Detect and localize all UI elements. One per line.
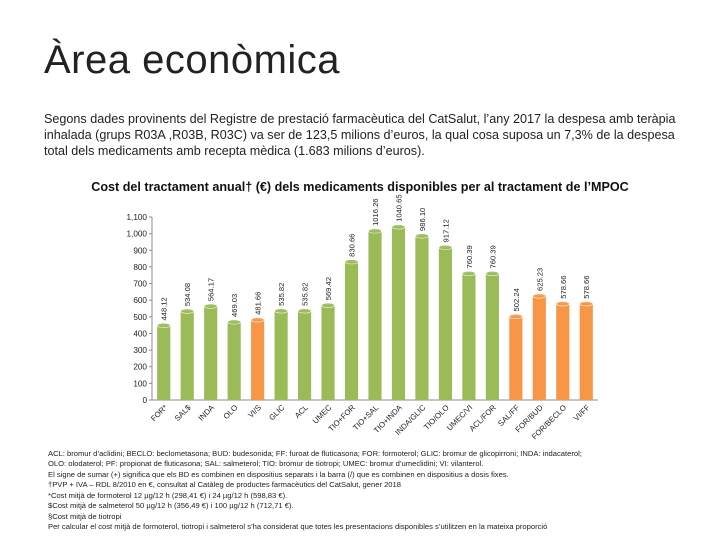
bar-top	[485, 270, 500, 276]
y-tick-label: 300	[133, 346, 147, 355]
bar-top	[368, 228, 382, 234]
bar-top	[274, 308, 288, 314]
bar	[391, 226, 406, 400]
bar-top	[462, 270, 476, 276]
bar	[180, 311, 194, 400]
bar-value-label: 534.08	[183, 283, 192, 306]
x-tick-label: OLO	[222, 403, 240, 421]
bar	[204, 306, 218, 400]
chart-title: Cost del tractament anual† (€) dels medi…	[91, 180, 629, 194]
bar-value-label: 469.03	[230, 294, 239, 317]
bar	[227, 321, 241, 400]
bar	[556, 303, 570, 400]
bar	[438, 247, 452, 400]
bar-top	[227, 319, 242, 325]
bar-top	[555, 301, 570, 307]
bar	[251, 319, 265, 400]
bar	[485, 273, 499, 400]
x-tick-label: SAL$	[173, 403, 193, 423]
footnote-abbreviations-2: OLO: olodaterol; PF: propionat de flutic…	[48, 459, 484, 469]
bar-value-label: 625.23	[535, 268, 544, 291]
bar-value-label: 502.24	[512, 288, 521, 311]
footnote-tiotropi: §Cost mitjà de tiotropi	[48, 511, 122, 521]
bar	[274, 310, 288, 400]
y-tick-label: 200	[133, 363, 147, 372]
cost-bar-chart: 0 100 200 300 400 500 600 700 800 900 1,000 1,100 44…	[127, 194, 598, 441]
bar	[509, 316, 523, 400]
page-title: Àrea econòmica	[44, 38, 341, 82]
bar-top	[180, 308, 195, 314]
x-tick-label: GLIC	[267, 403, 286, 422]
y-tick-label: 800	[133, 263, 147, 272]
x-tick-label: ACL	[293, 403, 311, 421]
bar	[344, 261, 359, 400]
bar-value-label: 760.39	[488, 245, 497, 268]
bar-value-label: 578.66	[559, 275, 568, 298]
y-tick-label: 100	[133, 379, 147, 388]
bar-top	[391, 224, 406, 230]
bar	[157, 325, 171, 400]
x-tick-label: FOR*	[149, 403, 169, 423]
bar	[579, 303, 593, 400]
bar-value-label: 448.12	[160, 297, 169, 320]
bar	[415, 235, 429, 400]
bar-top	[508, 313, 523, 319]
bar-value-label: 578.66	[582, 275, 591, 298]
bar-top	[438, 244, 453, 250]
y-tick-label: 600	[133, 296, 147, 305]
x-tick-label: INDA	[197, 402, 217, 422]
bar-value-label: 1040.65	[394, 194, 403, 221]
bar-value-label: 1016.26	[371, 198, 380, 225]
bar-value-label: 535.82	[277, 283, 286, 306]
bar-top	[532, 293, 547, 299]
x-tick-label: VI/FF	[572, 403, 592, 423]
bar-top	[156, 322, 171, 328]
x-tick-label: VI/S	[246, 403, 263, 420]
bar-top	[344, 259, 359, 265]
bar-value-label: 760.39	[465, 245, 474, 268]
footnote-average-cost: Per calcular el cost mitjà de formoterol…	[48, 522, 548, 532]
bar	[368, 230, 382, 400]
bar-value-label: 569.42	[324, 277, 333, 300]
footnote-salmeterol: $Cost mitjà de salmeterol 50 µg/12 h (35…	[48, 501, 294, 511]
y-tick-label: 1,100	[127, 213, 148, 222]
footnote-formoterol: *Cost mitjà de formoterol 12 µg/12 h (29…	[48, 490, 288, 500]
bar-top	[579, 301, 594, 307]
bar-value-label: 535.82	[301, 283, 310, 306]
bar	[462, 273, 476, 400]
y-tick-label: 500	[133, 313, 147, 322]
bar-top	[203, 303, 218, 309]
bar-top	[321, 302, 335, 308]
y-tick-label: 400	[133, 329, 147, 338]
intro-paragraph: Segons dades provinents del Registre de …	[44, 112, 676, 158]
bar-value-label: 917.12	[441, 219, 450, 242]
y-tick-label: 700	[133, 280, 147, 289]
bar	[532, 295, 546, 400]
bar	[298, 310, 312, 400]
bar-value-label: 986.10	[418, 208, 427, 231]
y-tick-label: 900	[133, 246, 147, 255]
bar-value-label: 830.66	[348, 234, 357, 257]
footnote-combination-sign: El signe de sumar (+) significa que els …	[48, 469, 509, 479]
footnote-price-source: †PVP + IVA – RDL 8/2010 en €, consultat …	[48, 480, 401, 490]
bar	[321, 305, 335, 400]
y-tick-label: 0	[142, 396, 147, 405]
footnotes: ACL: bromur d’aclidini; BECLO: beclometa…	[48, 449, 708, 533]
bar-value-label: 564.17	[207, 278, 216, 301]
bar-value-label: 481.66	[254, 292, 263, 315]
footnote-abbreviations-1: ACL: bromur d’aclidini; BECLO: beclometa…	[48, 449, 582, 458]
y-tick-label: 1,000	[127, 230, 148, 239]
bar-top	[415, 233, 429, 239]
bar-top	[297, 308, 312, 314]
bar-top	[250, 317, 265, 323]
